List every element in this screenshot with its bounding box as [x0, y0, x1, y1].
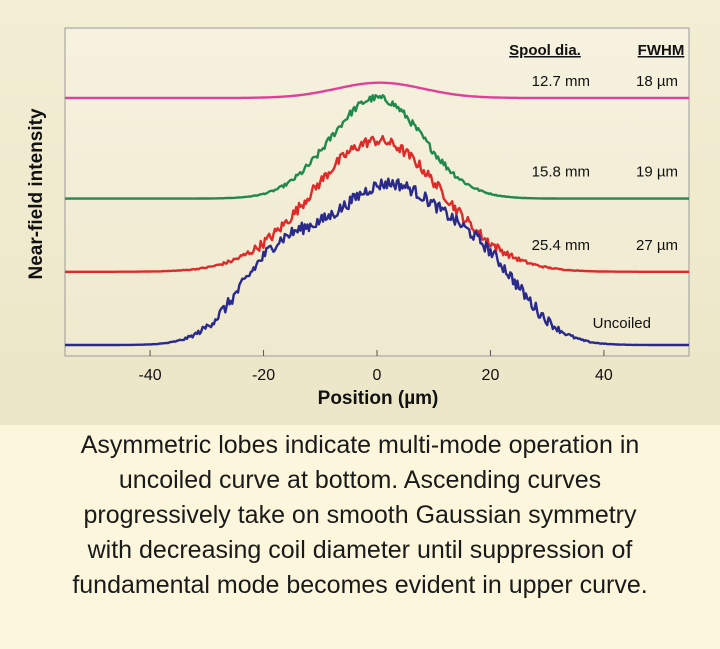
series-line	[65, 94, 689, 200]
series-fwhm-label: 19 µm	[636, 164, 678, 181]
series-fwhm-label: 18 µm	[636, 73, 678, 90]
x-tick-label: -40	[139, 367, 162, 384]
caption-line: fundamental mode becomes evident in uppe…	[72, 571, 648, 599]
x-tick-label: 40	[595, 367, 613, 384]
legend-header-spool: Spool dia.	[509, 42, 581, 59]
series-spool-label: 25.4 mm	[532, 237, 590, 254]
caption-line: progressively take on smooth Gaussian sy…	[83, 501, 637, 529]
series-labels: 12.7 mm 18 µm 15.8 mm 19 µm 25.4 mm 27 µm Unco…	[532, 73, 678, 332]
x-tick-label: -20	[252, 367, 275, 384]
x-axis: -40 -20 0 20 40	[139, 350, 613, 384]
y-axis-label: Near-field intensity	[26, 108, 47, 279]
series-line	[65, 81, 689, 100]
series-group	[65, 81, 689, 347]
near-field-chart: -40 -20 0 20 40 Spool dia. FWHM 12.7 mm 18 µm…	[26, 27, 690, 409]
legend-header-fwhm: FWHM	[638, 42, 685, 59]
x-tick-label: 0	[373, 367, 382, 384]
series-fwhm-label: 27 µm	[636, 237, 678, 254]
series-line	[65, 177, 689, 347]
x-axis-label: Position (µm)	[318, 388, 439, 409]
series-spool-label: 12.7 mm	[532, 73, 590, 90]
series-line	[65, 134, 689, 273]
series-spool-label: Uncoiled	[593, 315, 651, 332]
series-spool-label: 15.8 mm	[532, 164, 590, 181]
caption-line: uncoiled curve at bottom. Ascending curv…	[118, 466, 602, 494]
plot-area	[64, 27, 690, 357]
figure: -40 -20 0 20 40 Spool dia. FWHM 12.7 mm 18 µm…	[0, 0, 720, 425]
x-tick-label: 20	[482, 367, 500, 384]
caption-line: with decreasing coil diameter until supp…	[87, 536, 633, 564]
caption: Asymmetric lobes indicate multi-mode ope…	[0, 428, 720, 603]
caption-line: Asymmetric lobes indicate multi-mode ope…	[80, 431, 640, 459]
